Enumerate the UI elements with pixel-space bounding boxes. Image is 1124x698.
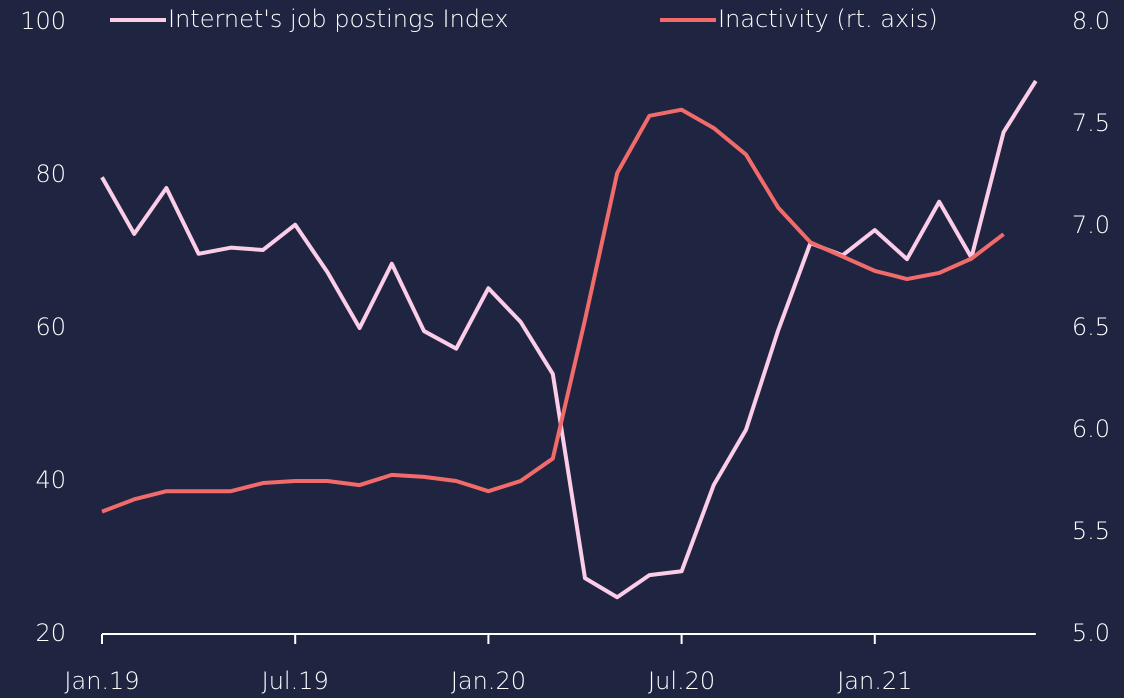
y2-tick-label: 5.0: [1072, 619, 1110, 647]
x-tick-label: Jan.20: [451, 667, 526, 695]
y-tick-label: 20: [35, 619, 66, 647]
legend-label: Inactivity (rt. axis): [718, 5, 938, 33]
y2-tick-label: 6.0: [1072, 415, 1110, 443]
x-tick-label: Jul.20: [648, 667, 715, 695]
y2-tick-label: 7.5: [1072, 109, 1110, 137]
y2-tick-label: 7.0: [1072, 211, 1110, 239]
y-tick-label: 80: [35, 160, 66, 188]
series-line: [100, 79, 1038, 600]
y-tick-label: 60: [35, 313, 66, 341]
y2-tick-label: 8.0: [1072, 7, 1110, 35]
x-tick-label: Jul.19: [262, 667, 329, 695]
x-tick-label: Jan.19: [64, 667, 139, 695]
legend-label: Internet's job postings Index: [168, 5, 509, 33]
y-tick-label: 40: [35, 466, 66, 494]
series-line: [101, 107, 1005, 514]
x-tick-label: Jan.21: [837, 667, 912, 695]
y-tick-label: 100: [20, 7, 66, 35]
y2-tick-label: 6.5: [1072, 313, 1110, 341]
y2-tick-label: 5.5: [1072, 517, 1110, 545]
